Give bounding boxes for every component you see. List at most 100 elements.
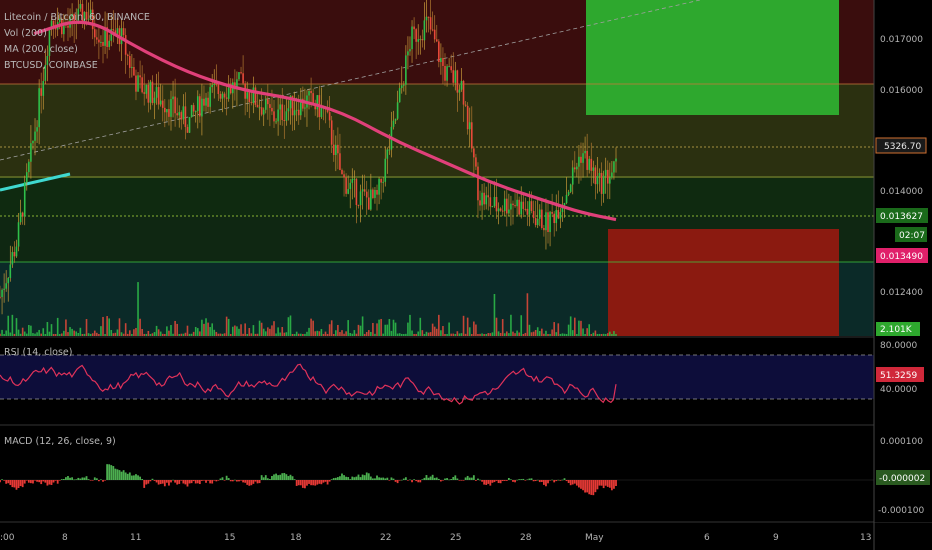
volume-bar: [225, 316, 228, 336]
candle-body: [17, 222, 20, 247]
volume-bar: [23, 331, 26, 336]
candle-body: [3, 288, 5, 290]
candle-body: [536, 218, 539, 226]
macd-bar: [491, 480, 494, 483]
candle-body: [151, 81, 154, 104]
candle-body: [180, 112, 183, 120]
price-axis[interactable]: 0.017000 0.016000 0.014000 0.012400 5326…: [873, 0, 932, 550]
macd-bar: [248, 480, 251, 486]
volume-bar: [442, 326, 444, 336]
macd-bar: [615, 480, 617, 487]
macd-bar: [192, 480, 195, 482]
macd-bar: [190, 480, 193, 484]
candle-body: [164, 107, 166, 113]
candle-body: [462, 80, 465, 105]
candle-body: [316, 95, 319, 110]
volume-bar: [497, 331, 500, 336]
volume-bar: [526, 293, 529, 336]
volume-bar: [386, 324, 389, 336]
volume-bar: [312, 320, 314, 336]
macd-bar: [13, 480, 16, 488]
macd-bar: [608, 480, 611, 488]
macd-bar: [30, 480, 32, 484]
volume-bar: [510, 314, 512, 336]
volume-bar: [139, 318, 141, 336]
candle-body: [250, 102, 253, 104]
macd-bar: [69, 477, 71, 480]
macd-bar: [258, 480, 261, 484]
macd-bar: [557, 479, 560, 481]
volume-bar: [308, 327, 310, 336]
candle-body: [372, 189, 374, 198]
macd-bar: [324, 480, 327, 482]
candle-body: [1, 289, 3, 298]
macd-bar: [575, 480, 578, 486]
candle-body: [538, 209, 541, 219]
macd-bar: [567, 480, 570, 483]
volume-bar: [573, 317, 576, 336]
candle-body: [415, 29, 417, 42]
volume-bar: [34, 333, 36, 336]
macd-bar: [231, 480, 234, 482]
macd-bar: [419, 480, 422, 483]
macd-bar: [207, 480, 209, 481]
macd-bar: [9, 480, 12, 486]
macd-bar: [304, 480, 306, 489]
macd-bar: [236, 480, 238, 482]
macd-bar: [415, 480, 418, 482]
candle-body: [229, 87, 232, 94]
macd-bar: [475, 480, 477, 481]
macd-bar: [518, 479, 521, 480]
candle-body: [339, 153, 341, 170]
candle-body: [370, 189, 372, 210]
volume-bar: [349, 333, 352, 336]
volume-bar: [176, 323, 178, 336]
candle-body: [596, 176, 599, 185]
time-tick: 15: [224, 533, 235, 543]
macd-pane: MACD (12, 26, close, 9): [0, 424, 932, 496]
macd-legend: MACD (12, 26, close, 9): [4, 436, 116, 447]
candle-body: [67, 25, 69, 28]
volume-bar: [52, 333, 55, 336]
volume-bar: [341, 330, 343, 336]
volume-bar: [415, 333, 417, 336]
volume-bar: [50, 324, 53, 336]
candle-body: [604, 169, 607, 176]
candle-body: [326, 108, 329, 113]
macd-bar: [151, 478, 154, 480]
candle-body: [83, 11, 86, 22]
macd-bar: [425, 475, 428, 480]
macd-bar: [285, 474, 288, 480]
macd-bar: [526, 479, 529, 481]
volume-bar: [234, 325, 236, 336]
volume-bar: [58, 333, 61, 336]
countdown-tag-text: 02:07: [899, 231, 925, 241]
volume-bar: [423, 333, 426, 336]
candle-body: [446, 66, 448, 81]
macd-bar: [85, 476, 88, 480]
volume-bar: [289, 315, 292, 336]
btc-price-tag-text: 5326.70: [884, 142, 921, 152]
volume-bar: [409, 314, 411, 336]
volume-bar: [3, 333, 5, 336]
volume-bar: [485, 333, 488, 336]
macd-bar: [598, 480, 601, 486]
macd-bar: [161, 480, 164, 484]
volume-bar: [382, 333, 384, 336]
macd-bar: [114, 468, 117, 480]
macd-bar: [392, 478, 395, 480]
volume-bar: [147, 330, 150, 336]
volume-bar: [269, 328, 271, 336]
volume-bar: [468, 327, 471, 336]
volume-bar: [131, 333, 133, 336]
candle-body: [374, 189, 376, 198]
candle-body: [499, 208, 502, 211]
candle-body: [304, 107, 306, 109]
stop-box[interactable]: [608, 229, 839, 336]
candle-body: [425, 16, 428, 21]
candle-body: [594, 167, 597, 185]
candle-body: [578, 156, 580, 167]
candle-body: [166, 109, 168, 113]
target-box[interactable]: [586, 0, 839, 115]
macd-bar: [545, 480, 547, 487]
